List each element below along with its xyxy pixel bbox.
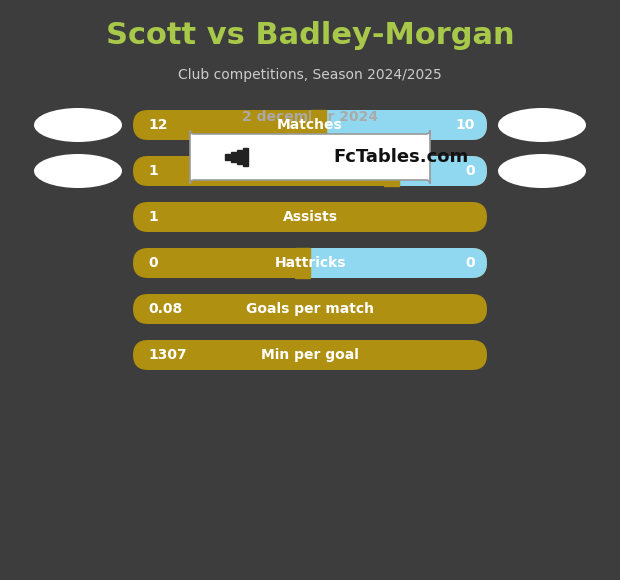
FancyBboxPatch shape	[133, 110, 487, 140]
Text: Matches: Matches	[277, 118, 343, 132]
Bar	[311, 110, 326, 140]
FancyBboxPatch shape	[133, 156, 487, 186]
Text: 2 december 2024: 2 december 2024	[242, 110, 378, 124]
FancyBboxPatch shape	[133, 294, 487, 324]
Text: Scott vs Badley-Morgan: Scott vs Badley-Morgan	[105, 20, 515, 49]
Text: Goals: Goals	[288, 164, 332, 178]
FancyBboxPatch shape	[384, 156, 487, 186]
Bar	[295, 248, 310, 278]
Text: Goals per match: Goals per match	[246, 302, 374, 316]
Text: Assists: Assists	[283, 210, 337, 224]
FancyBboxPatch shape	[311, 110, 487, 140]
FancyBboxPatch shape	[133, 340, 487, 370]
Bar	[225, 154, 230, 160]
Text: Club competitions, Season 2024/2025: Club competitions, Season 2024/2025	[178, 68, 442, 82]
Ellipse shape	[498, 154, 586, 188]
Ellipse shape	[34, 154, 122, 188]
FancyBboxPatch shape	[133, 202, 487, 232]
Text: 0: 0	[148, 256, 157, 270]
Text: 0.08: 0.08	[148, 302, 182, 316]
FancyBboxPatch shape	[133, 248, 487, 278]
Bar	[384, 156, 399, 186]
Text: 0: 0	[466, 256, 475, 270]
Text: 1307: 1307	[148, 348, 187, 362]
Text: 10: 10	[456, 118, 475, 132]
Bar	[243, 148, 248, 166]
Bar	[231, 152, 236, 162]
Text: 12: 12	[148, 118, 167, 132]
Text: FcTables.com: FcTables.com	[333, 148, 468, 166]
Text: 0: 0	[466, 164, 475, 178]
Ellipse shape	[34, 108, 122, 142]
Bar	[237, 150, 242, 164]
Ellipse shape	[498, 108, 586, 142]
Text: Hattricks: Hattricks	[274, 256, 346, 270]
Text: Min per goal: Min per goal	[261, 348, 359, 362]
Text: 1: 1	[148, 210, 157, 224]
FancyBboxPatch shape	[295, 248, 487, 278]
FancyBboxPatch shape	[190, 130, 430, 184]
Text: 1: 1	[148, 164, 157, 178]
